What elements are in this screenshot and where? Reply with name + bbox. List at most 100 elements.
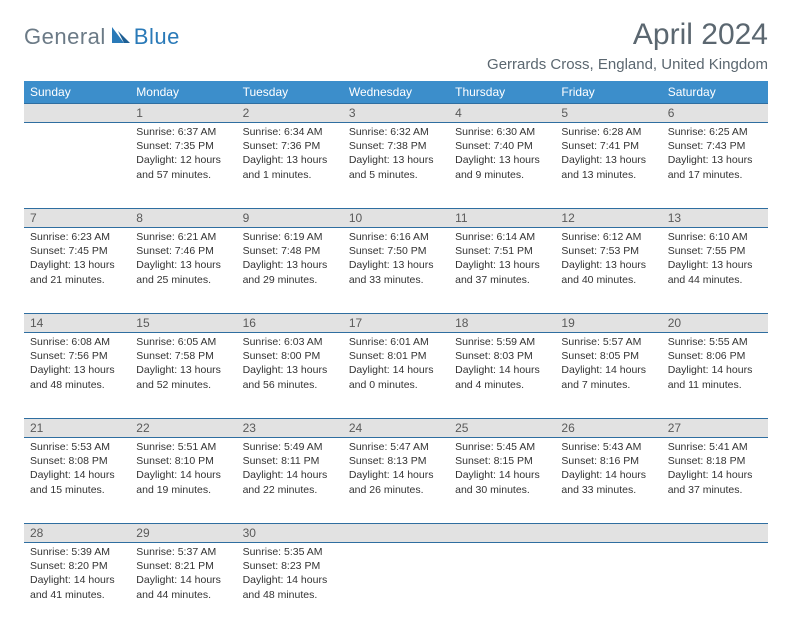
day-number: 28 [24,524,130,543]
location: Gerrards Cross, England, United Kingdom [487,56,768,73]
day-details: Sunrise: 5:57 AMSunset: 8:05 PMDaylight:… [555,333,661,396]
sunrise-text: Sunrise: 6:19 AM [243,230,337,244]
day-details: Sunrise: 5:41 AMSunset: 8:18 PMDaylight:… [662,438,768,501]
sunrise-text: Sunrise: 6:14 AM [455,230,549,244]
day-number: 22 [130,419,236,438]
sunrise-text: Sunrise: 5:35 AM [243,545,337,559]
day-cell [662,543,768,629]
sunset-text: Sunset: 7:48 PM [243,244,337,258]
sunset-text: Sunset: 7:58 PM [136,349,230,363]
day-details: Sunrise: 6:14 AMSunset: 7:51 PMDaylight:… [449,228,555,291]
day-details: Sunrise: 6:03 AMSunset: 8:00 PMDaylight:… [237,333,343,396]
daylight-text: and 11 minutes. [668,378,762,392]
daylight-text: and 30 minutes. [455,483,549,497]
day-details: Sunrise: 6:25 AMSunset: 7:43 PMDaylight:… [662,123,768,186]
day-details [449,543,555,549]
day-number: 16 [237,314,343,333]
daylight-text: Daylight: 14 hours [668,468,762,482]
daylight-text: and 57 minutes. [136,168,230,182]
day-details: Sunrise: 6:28 AMSunset: 7:41 PMDaylight:… [555,123,661,186]
sunrise-text: Sunrise: 5:37 AM [136,545,230,559]
day-content-row: Sunrise: 5:39 AMSunset: 8:20 PMDaylight:… [24,543,768,629]
daylight-text: Daylight: 14 hours [243,468,337,482]
day-number: 10 [343,209,449,228]
sunset-text: Sunset: 8:20 PM [30,559,124,573]
daylight-text: Daylight: 13 hours [243,258,337,272]
sunset-text: Sunset: 8:23 PM [243,559,337,573]
day-cell: Sunrise: 6:37 AMSunset: 7:35 PMDaylight:… [130,123,236,209]
daylight-text: and 26 minutes. [349,483,443,497]
sunrise-text: Sunrise: 6:25 AM [668,125,762,139]
sunrise-text: Sunrise: 6:28 AM [561,125,655,139]
daylight-text: and 21 minutes. [30,273,124,287]
sunset-text: Sunset: 8:11 PM [243,454,337,468]
day-cell: Sunrise: 5:37 AMSunset: 8:21 PMDaylight:… [130,543,236,629]
day-header: Wednesday [343,81,449,104]
day-number: 24 [343,419,449,438]
day-number: 30 [237,524,343,543]
daylight-text: and 0 minutes. [349,378,443,392]
day-details: Sunrise: 6:30 AMSunset: 7:40 PMDaylight:… [449,123,555,186]
day-header: Friday [555,81,661,104]
sunset-text: Sunset: 7:56 PM [30,349,124,363]
day-content-row: Sunrise: 6:08 AMSunset: 7:56 PMDaylight:… [24,333,768,419]
daylight-text: and 56 minutes. [243,378,337,392]
day-cell: Sunrise: 6:30 AMSunset: 7:40 PMDaylight:… [449,123,555,209]
logo-text-blue: Blue [134,24,180,50]
sunset-text: Sunset: 8:13 PM [349,454,443,468]
day-cell: Sunrise: 6:14 AMSunset: 7:51 PMDaylight:… [449,228,555,314]
day-number: 7 [24,209,130,228]
sunset-text: Sunset: 7:46 PM [136,244,230,258]
day-cell [24,123,130,209]
day-details: Sunrise: 5:47 AMSunset: 8:13 PMDaylight:… [343,438,449,501]
day-cell: Sunrise: 6:16 AMSunset: 7:50 PMDaylight:… [343,228,449,314]
header: General Blue April 2024 Gerrards Cross, … [24,18,768,73]
day-details: Sunrise: 5:37 AMSunset: 8:21 PMDaylight:… [130,543,236,606]
day-details: Sunrise: 6:08 AMSunset: 7:56 PMDaylight:… [24,333,130,396]
daylight-text: Daylight: 12 hours [136,153,230,167]
day-cell: Sunrise: 6:32 AMSunset: 7:38 PMDaylight:… [343,123,449,209]
day-details [662,543,768,549]
day-details [343,543,449,549]
daylight-text: and 44 minutes. [668,273,762,287]
day-number: 17 [343,314,449,333]
daylight-text: Daylight: 13 hours [668,258,762,272]
day-header: Tuesday [237,81,343,104]
day-number: 8 [130,209,236,228]
daylight-text: and 48 minutes. [243,588,337,602]
sunset-text: Sunset: 8:05 PM [561,349,655,363]
daylight-text: Daylight: 13 hours [30,258,124,272]
day-details: Sunrise: 6:01 AMSunset: 8:01 PMDaylight:… [343,333,449,396]
day-details: Sunrise: 6:32 AMSunset: 7:38 PMDaylight:… [343,123,449,186]
daylight-text: and 1 minutes. [243,168,337,182]
day-number: 4 [449,104,555,123]
day-cell: Sunrise: 6:03 AMSunset: 8:00 PMDaylight:… [237,333,343,419]
day-number: 11 [449,209,555,228]
daylight-text: and 33 minutes. [561,483,655,497]
daylight-text: and 5 minutes. [349,168,443,182]
sunrise-text: Sunrise: 5:43 AM [561,440,655,454]
logo-text-general: General [24,24,106,50]
daylight-text: Daylight: 14 hours [455,363,549,377]
daylight-text: and 9 minutes. [455,168,549,182]
sunset-text: Sunset: 8:21 PM [136,559,230,573]
month-title: April 2024 [487,18,768,52]
day-header-row: Sunday Monday Tuesday Wednesday Thursday… [24,81,768,104]
daylight-text: Daylight: 14 hours [349,468,443,482]
day-details: Sunrise: 5:43 AMSunset: 8:16 PMDaylight:… [555,438,661,501]
logo-sail-icon [110,25,132,50]
day-details: Sunrise: 5:51 AMSunset: 8:10 PMDaylight:… [130,438,236,501]
day-cell [449,543,555,629]
daylight-text: and 22 minutes. [243,483,337,497]
day-cell: Sunrise: 5:55 AMSunset: 8:06 PMDaylight:… [662,333,768,419]
sunset-text: Sunset: 7:43 PM [668,139,762,153]
day-details: Sunrise: 6:37 AMSunset: 7:35 PMDaylight:… [130,123,236,186]
daylight-text: Daylight: 14 hours [243,573,337,587]
day-cell: Sunrise: 5:39 AMSunset: 8:20 PMDaylight:… [24,543,130,629]
day-number: 14 [24,314,130,333]
sunset-text: Sunset: 8:16 PM [561,454,655,468]
day-number-row: 21222324252627 [24,419,768,438]
sunrise-text: Sunrise: 6:12 AM [561,230,655,244]
sunrise-text: Sunrise: 6:03 AM [243,335,337,349]
day-number: 27 [662,419,768,438]
